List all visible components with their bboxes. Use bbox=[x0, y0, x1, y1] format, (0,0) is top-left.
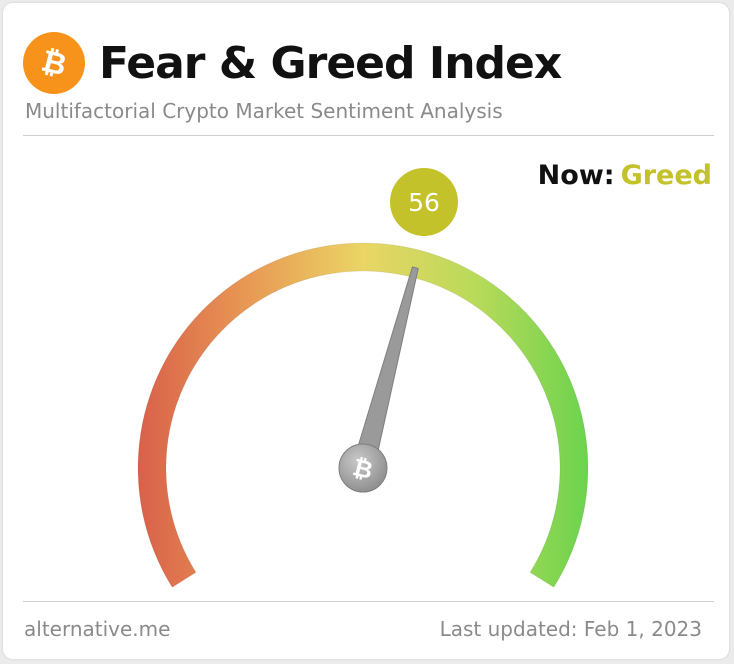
header-divider bbox=[23, 135, 714, 136]
fear-greed-card: ₿ Fear & Greed Index Multifactorial Cryp… bbox=[3, 3, 729, 659]
footer-divider bbox=[23, 601, 714, 602]
gauge-arc bbox=[137, 242, 589, 588]
bitcoin-icon: ₿ bbox=[23, 32, 85, 94]
current-status: Now: Greed bbox=[538, 160, 712, 191]
header: ₿ Fear & Greed Index bbox=[23, 25, 562, 101]
sentiment-gauge: ₿ 56 bbox=[137, 168, 589, 588]
page-subtitle: Multifactorial Crypto Market Sentiment A… bbox=[25, 99, 503, 123]
value-badge bbox=[390, 168, 458, 236]
now-label: Now: bbox=[537, 160, 615, 191]
gauge-hub bbox=[338, 443, 388, 493]
last-updated: Last updated: Feb 1, 2023 bbox=[439, 617, 702, 641]
value-text: 56 bbox=[408, 188, 440, 217]
now-value: Greed bbox=[620, 160, 712, 191]
gauge-needle bbox=[351, 266, 419, 472]
source-label: alternative.me bbox=[24, 617, 171, 641]
page-title: Fear & Greed Index bbox=[99, 37, 562, 89]
